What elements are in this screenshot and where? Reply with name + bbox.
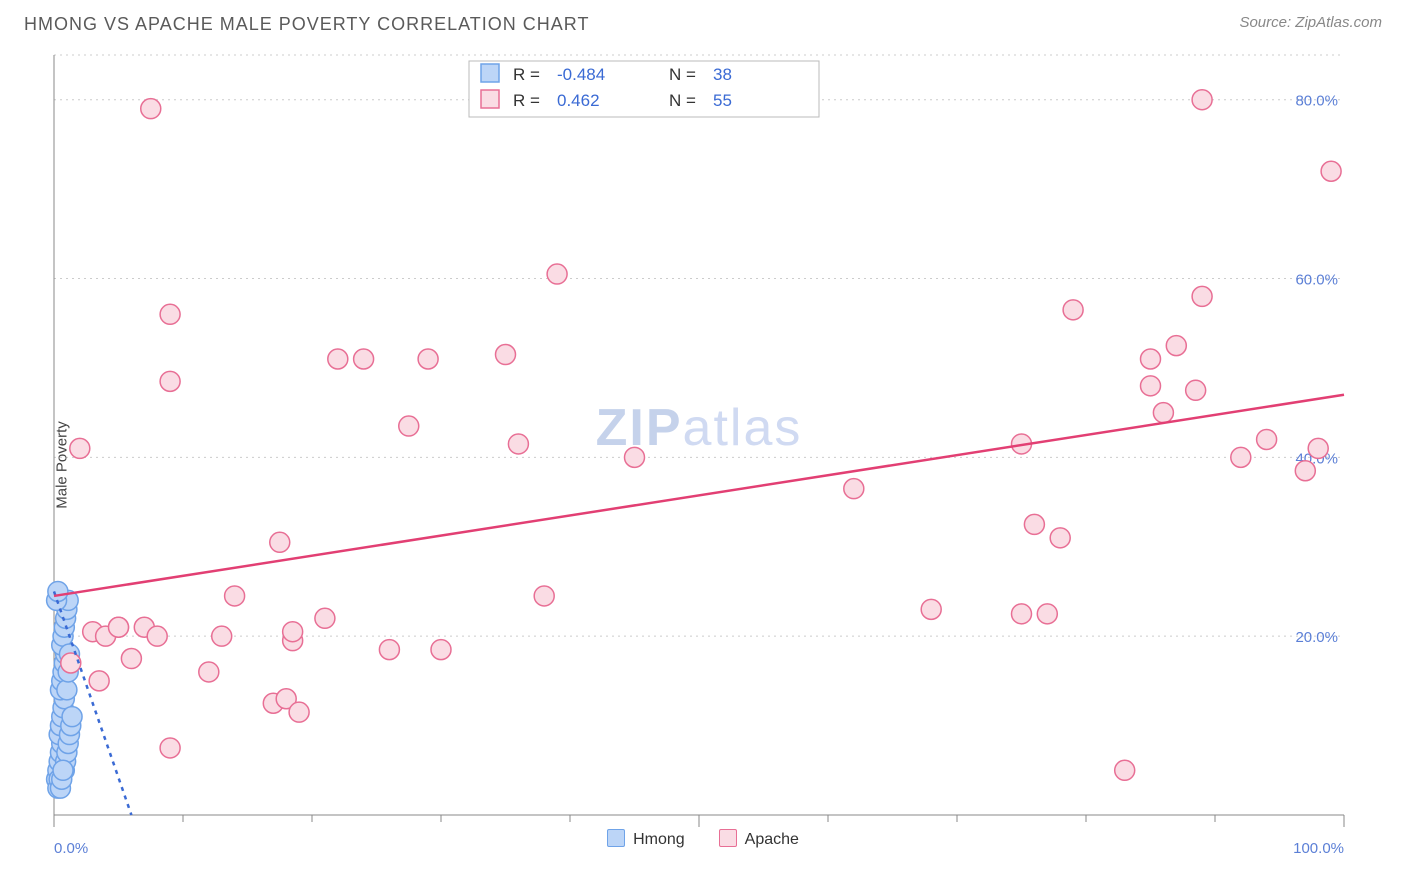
data-point bbox=[1257, 429, 1277, 449]
data-point bbox=[844, 479, 864, 499]
chart-header: HMONG VS APACHE MALE POVERTY CORRELATION… bbox=[0, 0, 1406, 39]
data-point bbox=[1308, 438, 1328, 458]
data-point bbox=[315, 608, 335, 628]
data-point bbox=[48, 581, 68, 601]
data-point bbox=[147, 626, 167, 646]
data-point bbox=[354, 349, 374, 369]
data-point bbox=[1141, 349, 1161, 369]
data-point bbox=[225, 586, 245, 606]
data-point bbox=[1231, 447, 1251, 467]
data-point bbox=[1153, 403, 1173, 423]
data-point bbox=[121, 649, 141, 669]
data-point bbox=[141, 99, 161, 119]
scatter-chart: 20.0%40.0%60.0%80.0%ZIPatlas0.0%100.0%R … bbox=[24, 45, 1354, 885]
data-point bbox=[1141, 376, 1161, 396]
y-tick-label: 60.0% bbox=[1295, 272, 1338, 289]
legend-swatch bbox=[481, 64, 499, 82]
legend-swatch bbox=[481, 90, 499, 108]
data-point bbox=[109, 617, 129, 637]
data-point bbox=[62, 707, 82, 727]
data-point bbox=[1295, 461, 1315, 481]
data-point bbox=[431, 640, 451, 660]
legend-swatch bbox=[719, 829, 737, 847]
data-point bbox=[289, 702, 309, 722]
legend-r-value: 0.462 bbox=[557, 91, 600, 110]
data-point bbox=[270, 532, 290, 552]
data-point bbox=[1012, 604, 1032, 624]
data-point bbox=[547, 264, 567, 284]
data-point bbox=[508, 434, 528, 454]
data-point bbox=[1192, 286, 1212, 306]
data-point bbox=[921, 599, 941, 619]
data-point bbox=[199, 662, 219, 682]
data-point bbox=[1166, 336, 1186, 356]
watermark: ZIPatlas bbox=[596, 399, 803, 457]
data-point bbox=[160, 371, 180, 391]
chart-title: HMONG VS APACHE MALE POVERTY CORRELATION… bbox=[24, 14, 589, 35]
chart-source: Source: ZipAtlas.com bbox=[1239, 14, 1382, 35]
data-point bbox=[1192, 90, 1212, 110]
data-point bbox=[328, 349, 348, 369]
data-point bbox=[1321, 161, 1341, 181]
data-point bbox=[160, 738, 180, 758]
data-point bbox=[89, 671, 109, 691]
chart-container: Male Poverty 20.0%40.0%60.0%80.0%ZIPatla… bbox=[24, 45, 1382, 885]
legend-item: Apache bbox=[719, 829, 799, 849]
data-point bbox=[1037, 604, 1057, 624]
legend-n-label: N = bbox=[669, 65, 696, 84]
data-point bbox=[625, 447, 645, 467]
legend-n-value: 55 bbox=[713, 91, 732, 110]
data-point bbox=[212, 626, 232, 646]
data-point bbox=[399, 416, 419, 436]
legend-bottom: Hmong Apache bbox=[24, 829, 1382, 849]
data-point bbox=[418, 349, 438, 369]
data-point bbox=[1063, 300, 1083, 320]
legend-label: Hmong bbox=[633, 831, 685, 848]
data-point bbox=[57, 680, 77, 700]
data-point bbox=[160, 304, 180, 324]
data-point bbox=[1186, 380, 1206, 400]
y-tick-label: 20.0% bbox=[1295, 629, 1338, 646]
legend-r-value: -0.484 bbox=[557, 65, 605, 84]
legend-label: Apache bbox=[745, 831, 799, 848]
legend-n-label: N = bbox=[669, 91, 696, 110]
data-point bbox=[1050, 528, 1070, 548]
data-point bbox=[379, 640, 399, 660]
data-point bbox=[283, 622, 303, 642]
data-point bbox=[496, 345, 516, 365]
legend-r-label: R = bbox=[513, 65, 540, 84]
data-point bbox=[70, 438, 90, 458]
legend-swatch bbox=[607, 829, 625, 847]
data-point bbox=[53, 760, 73, 780]
legend-r-label: R = bbox=[513, 91, 540, 110]
data-point bbox=[534, 586, 554, 606]
legend-item: Hmong bbox=[607, 829, 685, 849]
legend-n-value: 38 bbox=[713, 65, 732, 84]
y-tick-label: 80.0% bbox=[1295, 93, 1338, 110]
data-point bbox=[1115, 760, 1135, 780]
data-point bbox=[1024, 514, 1044, 534]
y-axis-label: Male Poverty bbox=[53, 421, 70, 509]
